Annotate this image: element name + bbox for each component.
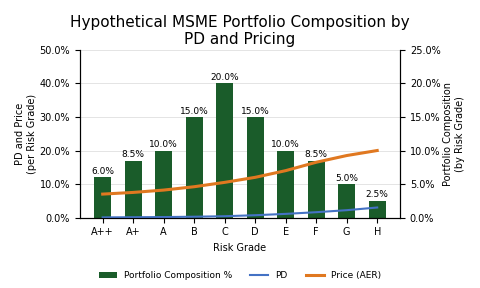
Text: 15.0%: 15.0% — [180, 107, 208, 116]
Text: 10.0%: 10.0% — [271, 140, 300, 149]
Title: Hypothetical MSME Portfolio Composition by
PD and Pricing: Hypothetical MSME Portfolio Composition … — [70, 15, 410, 48]
Bar — [94, 177, 111, 217]
Text: 6.0%: 6.0% — [91, 167, 114, 176]
Text: 8.5%: 8.5% — [305, 150, 328, 159]
Bar — [308, 161, 324, 217]
Bar — [277, 151, 294, 217]
Bar — [186, 117, 203, 217]
Bar — [216, 84, 233, 217]
Text: 10.0%: 10.0% — [149, 140, 178, 149]
Bar — [125, 161, 142, 217]
Legend: Portfolio Composition %, PD, Price (AER): Portfolio Composition %, PD, Price (AER) — [95, 267, 385, 283]
Bar — [156, 151, 172, 217]
Y-axis label: PD and Price
(per Risk Grade): PD and Price (per Risk Grade) — [15, 94, 36, 174]
Text: 5.0%: 5.0% — [335, 174, 358, 183]
Text: 15.0%: 15.0% — [241, 107, 270, 116]
Text: 8.5%: 8.5% — [122, 150, 144, 159]
X-axis label: Risk Grade: Risk Grade — [214, 243, 266, 253]
Bar — [247, 117, 264, 217]
Text: 2.5%: 2.5% — [366, 190, 389, 200]
Bar — [338, 184, 355, 217]
Text: 20.0%: 20.0% — [210, 73, 239, 82]
Y-axis label: Portfolio Composition
(by Risk Grade): Portfolio Composition (by Risk Grade) — [444, 82, 465, 186]
Bar — [369, 201, 385, 217]
